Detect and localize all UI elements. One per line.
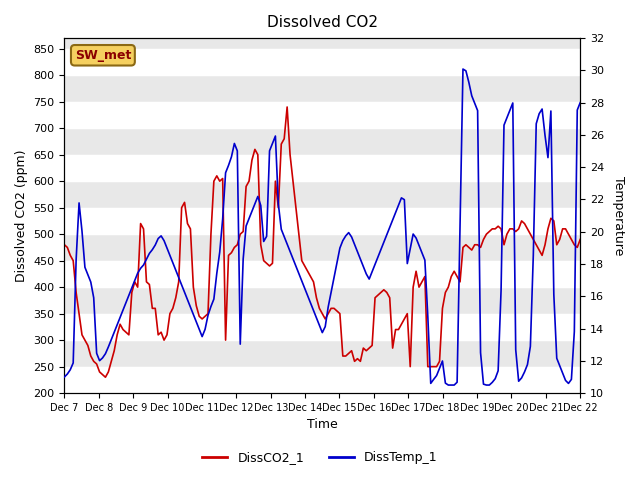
Y-axis label: Dissolved CO2 (ppm): Dissolved CO2 (ppm): [15, 149, 28, 282]
Bar: [65, 102, 580, 128]
Text: SW_met: SW_met: [75, 49, 131, 62]
Bar: [65, 367, 580, 393]
Bar: [65, 208, 580, 234]
Y-axis label: Temperature: Temperature: [612, 176, 625, 255]
Bar: [65, 48, 580, 75]
Bar: [65, 261, 580, 287]
Bar: [65, 155, 580, 181]
X-axis label: Time: Time: [307, 419, 338, 432]
Bar: [65, 313, 580, 340]
Title: Dissolved CO2: Dissolved CO2: [267, 15, 378, 30]
Legend: DissCO2_1, DissTemp_1: DissCO2_1, DissTemp_1: [197, 446, 443, 469]
